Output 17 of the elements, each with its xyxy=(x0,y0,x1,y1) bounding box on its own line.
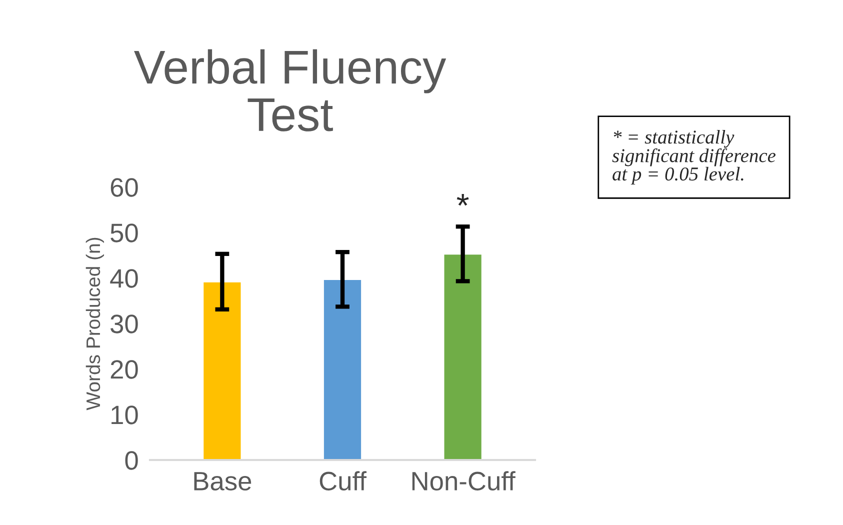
x-tick-label: Cuff xyxy=(320,471,367,490)
y-tick-label: 0 xyxy=(125,451,138,470)
y-tick-label: 60 xyxy=(110,178,138,197)
y-tick-label: 40 xyxy=(110,269,138,288)
y-tick-label: 10 xyxy=(112,406,138,424)
annotation: * xyxy=(456,194,469,206)
y-axis-title: Words Produced (n) xyxy=(86,238,104,410)
y-tick-label: 50 xyxy=(110,224,138,242)
bar xyxy=(442,253,483,460)
x-tick-label: Base xyxy=(194,472,252,490)
x-tick-label: Non-Cuff xyxy=(412,471,516,490)
text: * = statistically significant difference at p = 0.05 level. xyxy=(612,130,776,185)
bar xyxy=(322,278,362,460)
y-tick-label: 30 xyxy=(110,314,138,334)
bar xyxy=(202,280,242,460)
chart-title: Verbal Fluency Test xyxy=(134,49,446,132)
y-tick-label: 20 xyxy=(110,360,138,379)
